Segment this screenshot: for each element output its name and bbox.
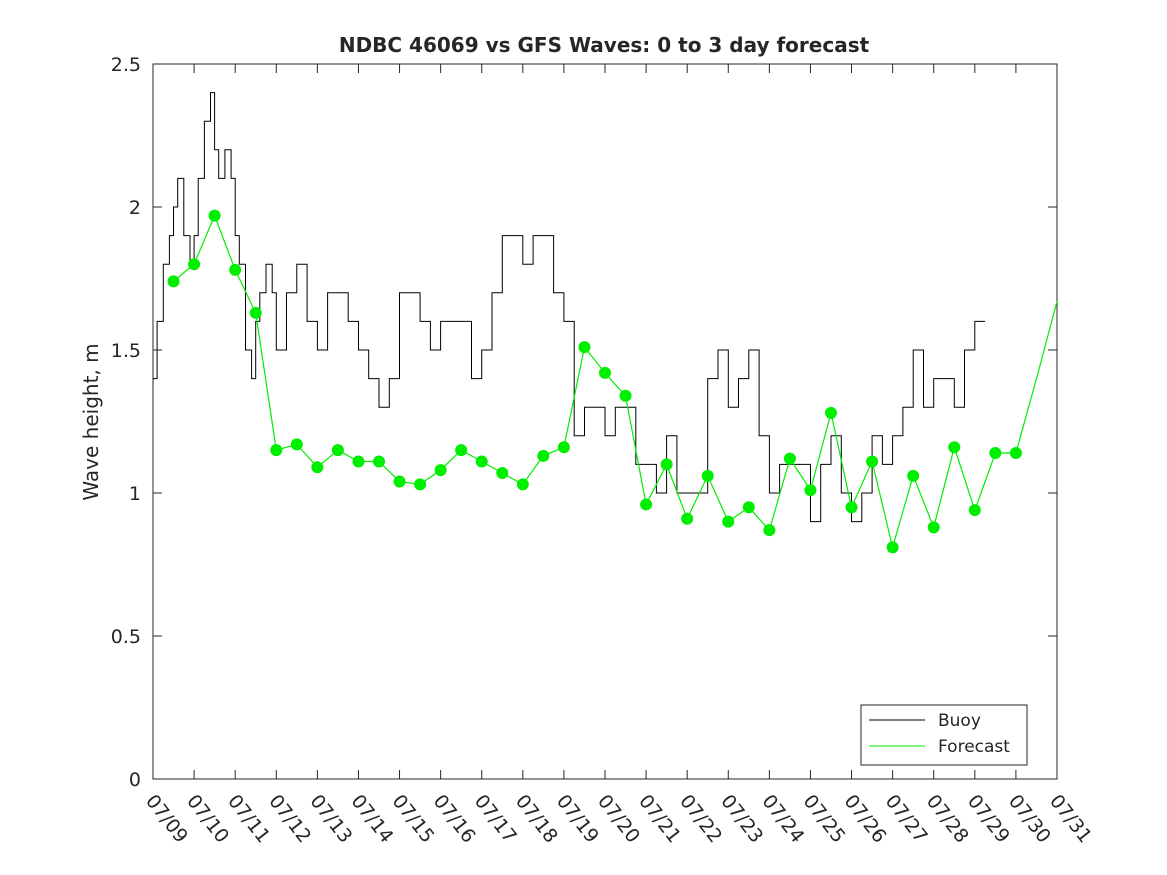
forecast-marker <box>968 504 981 517</box>
forecast-marker <box>722 515 735 528</box>
forecast-marker <box>763 524 776 537</box>
forecast-marker <box>208 209 221 222</box>
legend-box <box>860 704 1028 766</box>
y-tick-label: 0.5 <box>111 626 141 648</box>
legend-buoy-label: Buoy <box>938 711 981 731</box>
y-tick-label: 0 <box>129 769 141 791</box>
forecast-marker <box>825 406 837 419</box>
forecast-marker <box>414 478 427 491</box>
forecast-marker <box>886 541 899 554</box>
forecast-marker <box>783 452 796 465</box>
forecast-marker <box>311 461 324 474</box>
forecast-marker <box>516 478 529 491</box>
legend-forecast-label: Forecast <box>938 737 1010 757</box>
forecast-marker <box>578 341 591 354</box>
forecast-marker <box>167 275 180 288</box>
forecast-marker <box>455 444 468 457</box>
y-tick-label: 1 <box>129 483 141 505</box>
forecast-marker <box>866 455 879 468</box>
forecast-marker <box>188 258 201 271</box>
buoy-line <box>153 92 986 523</box>
forecast-marker <box>290 438 303 451</box>
forecast-marker <box>640 498 653 511</box>
forecast-marker <box>681 512 694 525</box>
forecast-marker <box>845 501 858 514</box>
forecast-marker <box>989 446 1002 459</box>
forecast-marker <box>496 466 509 479</box>
forecast-marker <box>907 469 920 482</box>
forecast-marker <box>249 306 262 319</box>
y-tick-label: 1.5 <box>111 340 141 362</box>
forecast-marker <box>434 464 447 477</box>
y-tick-label: 2 <box>129 197 141 219</box>
forecast-marker <box>701 469 714 482</box>
forecast-marker <box>331 444 344 457</box>
chart-title: NDBC 46069 vs GFS Waves: 0 to 3 day fore… <box>339 33 870 57</box>
forecast-marker <box>352 455 365 468</box>
forecast-marker <box>229 263 242 276</box>
y-tick-label: 2.5 <box>111 54 141 76</box>
y-axis-label: Wave height, m <box>79 343 103 500</box>
forecast-marker <box>1009 446 1022 459</box>
forecast-marker <box>619 389 632 402</box>
forecast-marker <box>599 366 611 379</box>
forecast-marker <box>373 455 385 468</box>
forecast-marker <box>660 458 673 471</box>
legend: Buoy Forecast <box>860 704 1028 766</box>
forecast-marker <box>742 501 755 514</box>
forecast-marker <box>393 475 406 488</box>
forecast-marker <box>270 444 283 457</box>
forecast-marker <box>948 441 961 454</box>
forecast-marker <box>804 484 817 497</box>
forecast-marker <box>557 441 570 454</box>
forecast-marker <box>537 449 550 462</box>
forecast-marker <box>927 521 940 534</box>
forecast-marker <box>475 455 488 468</box>
